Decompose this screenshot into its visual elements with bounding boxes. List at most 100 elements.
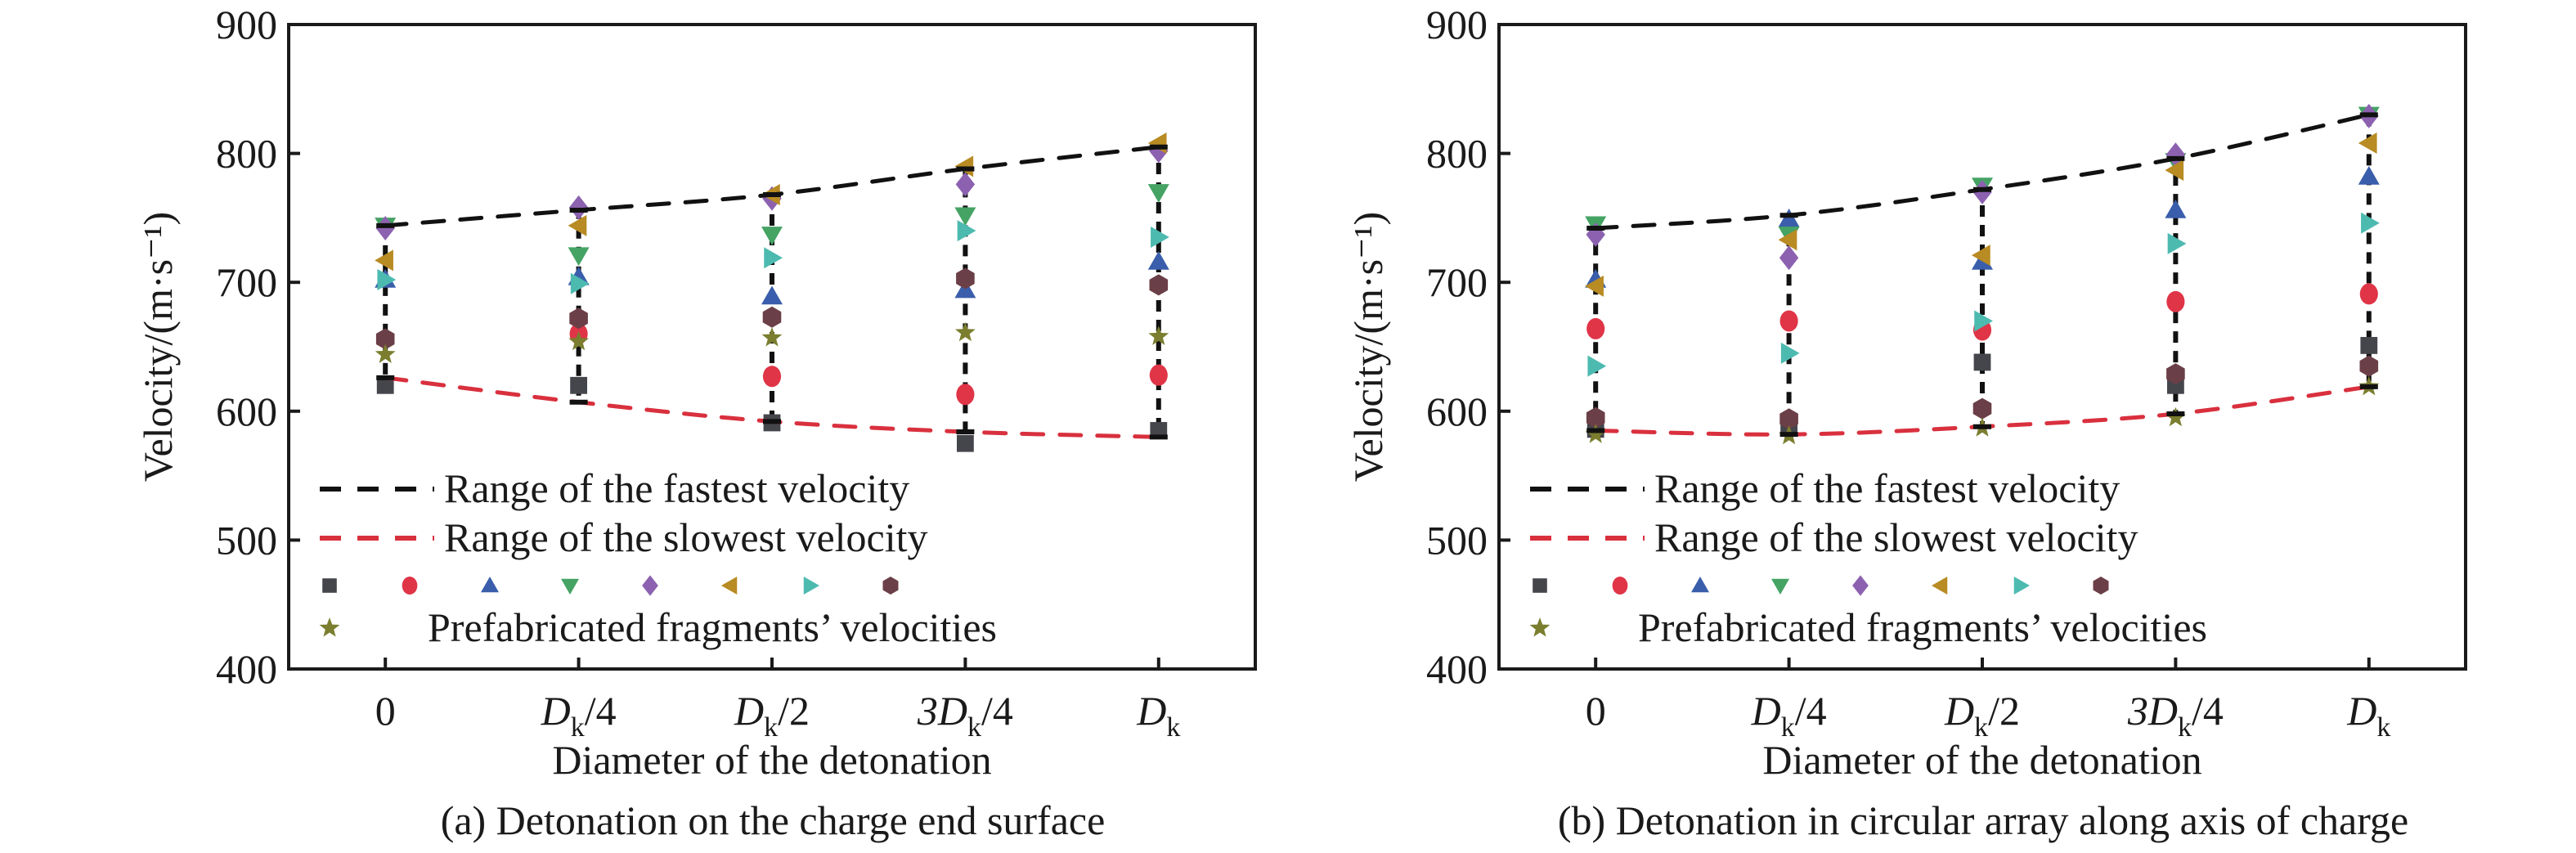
legend-marker-triangle-down [1771,578,1789,595]
legend-marker-triangle-right [803,577,819,595]
data-point-circle [1779,310,1798,332]
data-point-triangle-left [2358,132,2377,154]
legend-marker-circle [1612,577,1628,595]
x-tick-main: D [1751,688,1781,734]
y-tick-label: 500 [1426,517,1488,563]
x-tick-sub: k [967,712,981,743]
x-tick-sub: k [2376,712,2390,743]
data-point-triangle-right [2167,232,2187,254]
x-tick-main: 3D [917,688,967,734]
x-tick-suffix: /2 [778,688,810,734]
legend-marker-triangle-down [561,578,579,595]
data-point-diamond [1149,138,1169,164]
data-point-hexagon [2359,355,2379,377]
legend-slowest-label: Range of the slowest velocity [1654,514,2138,560]
data-point-triangle-left [954,155,974,177]
data-point-hexagon [2166,363,2185,385]
panel-caption: (b) Detonation in circular array along a… [1558,797,2408,843]
data-point-triangle-left [1778,229,1797,251]
data-point-star [761,327,783,347]
data-point-diamond [568,195,589,220]
legend-marker-square [1533,578,1547,593]
y-tick-label: 700 [1426,259,1488,305]
legend-marker-diamond [1852,575,1869,596]
data-point-triangle-down [954,207,976,227]
x-tick-sub: k [1781,712,1795,743]
data-point-square [376,376,394,394]
data-point-circle [2166,290,2185,312]
x-tick-suffix: /4 [2192,688,2224,734]
legend-marker-triangle-up [1691,577,1709,593]
data-point-hexagon [569,308,588,330]
x-tick-main: D [1136,688,1166,734]
x-axis-label: Diameter of the detonation [1762,737,2201,783]
data-point-star [375,343,396,363]
legend-fastest-label: Range of the fastest velocity [444,465,909,511]
y-axis-label: Velocity/(m·s⁻¹) [1345,212,1391,482]
data-point-triangle-left [2165,159,2184,182]
x-axis-label: Diameter of the detonation [552,737,991,783]
y-tick-label: 400 [216,646,277,692]
legend-star-label: Prefabricated fragments’ velocities [1638,604,2207,650]
data-point-hexagon [1779,408,1798,430]
legend-fastest-label: Range of the fastest velocity [1654,465,2120,511]
legend-marker-circle [402,577,418,595]
panel-caption: (a) Detonation on the charge end surface [441,797,1106,843]
data-point-triangle-up [1147,250,1169,270]
y-tick-label: 800 [216,131,277,177]
data-point-triangle-right [1974,310,1993,332]
legend-marker-hexagon [882,577,899,595]
data-point-triangle-right [1151,227,1169,249]
data-point-triangle-down [761,227,783,245]
data-point-triangle-left [375,249,393,272]
y-tick-label: 900 [1426,2,1488,47]
legend-star-label: Prefabricated fragments’ velocities [428,604,997,650]
data-point-hexagon [956,267,975,290]
data-point-hexagon [762,306,782,328]
legend-marker-star [319,617,340,637]
legend-marker-triangle-left [1932,577,1948,595]
data-point-square [1973,353,1991,371]
x-tick-main: 0 [1586,688,1606,734]
data-point-triangle-right [570,272,590,294]
x-tick-sub: k [1974,712,1988,743]
data-point-diamond [1779,245,1799,271]
legend-marker-triangle-left [721,577,738,595]
data-point-circle [2359,283,2378,305]
data-point-triangle-left [1585,275,1604,297]
data-point-star [2165,406,2186,427]
data-point-triangle-up [2165,199,2187,218]
x-tick-label: 3Dk/4 [917,688,1013,743]
legend-marker-diamond [642,575,658,596]
data-point-star [1148,325,1169,345]
data-point-hexagon [1149,274,1169,296]
data-point-circle [1586,317,1605,339]
legend-marker-hexagon [2093,577,2109,595]
data-point-triangle-down [1147,184,1169,203]
x-tick-label: 3Dk/4 [2127,688,2224,743]
y-tick-label: 400 [1426,646,1488,692]
fastest-velocity-curve [383,145,1161,228]
data-point-triangle-up [2358,165,2380,185]
x-tick-label: Dk/2 [734,688,810,743]
x-tick-label: 0 [375,688,396,734]
data-point-triangle-left [1972,245,1990,267]
x-tick-main: D [541,688,571,734]
x-tick-main: D [1944,688,1974,734]
data-point-triangle-up [1778,208,1800,227]
x-tick-main: 3D [2127,688,2178,734]
data-point-diamond [1972,179,1992,204]
data-point-star [955,321,976,342]
x-tick-label: Dk [1136,688,1180,743]
plot-frame [287,23,1257,671]
y-tick-label: 700 [216,259,277,305]
x-tick-label: Dk/4 [541,688,617,743]
data-point-triangle-right [764,247,783,269]
data-point-diamond [955,172,976,197]
data-point-triangle-right [377,269,397,291]
data-point-hexagon [1586,406,1605,429]
x-tick-sub: k [764,712,778,743]
x-tick-main: 0 [375,688,396,734]
